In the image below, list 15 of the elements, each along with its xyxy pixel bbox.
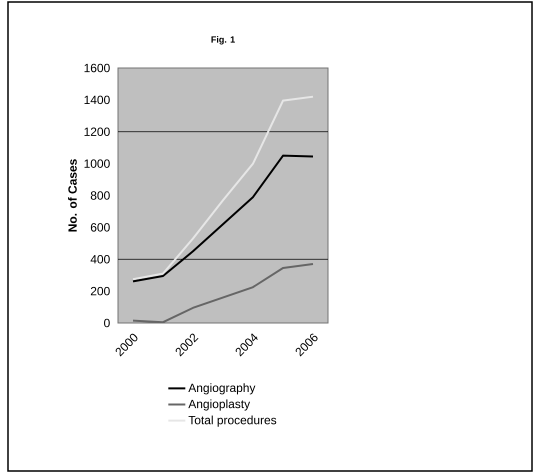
- y-tick-label: 600: [90, 223, 110, 232]
- y-tick-label: 400: [90, 255, 110, 264]
- y-tick-label: 1200: [84, 128, 110, 136]
- y-tick-label: 200: [90, 286, 110, 296]
- y-axis-title: No. of Cases: [68, 159, 77, 232]
- y-tick-label: 1400: [84, 96, 110, 104]
- legend-label: Angiography: [188, 383, 256, 394]
- y-tick-label: 1600: [84, 64, 110, 72]
- line-series: [132, 96, 314, 280]
- legend-label: Angioplasty: [188, 399, 250, 411]
- y-tick-label: 800: [90, 191, 110, 200]
- chart-title: Fig. 1: [211, 36, 235, 45]
- y-tick-label: 0: [104, 318, 110, 328]
- legend-label: Total procedures: [188, 416, 276, 427]
- y-tick-label: 1000: [84, 159, 110, 168]
